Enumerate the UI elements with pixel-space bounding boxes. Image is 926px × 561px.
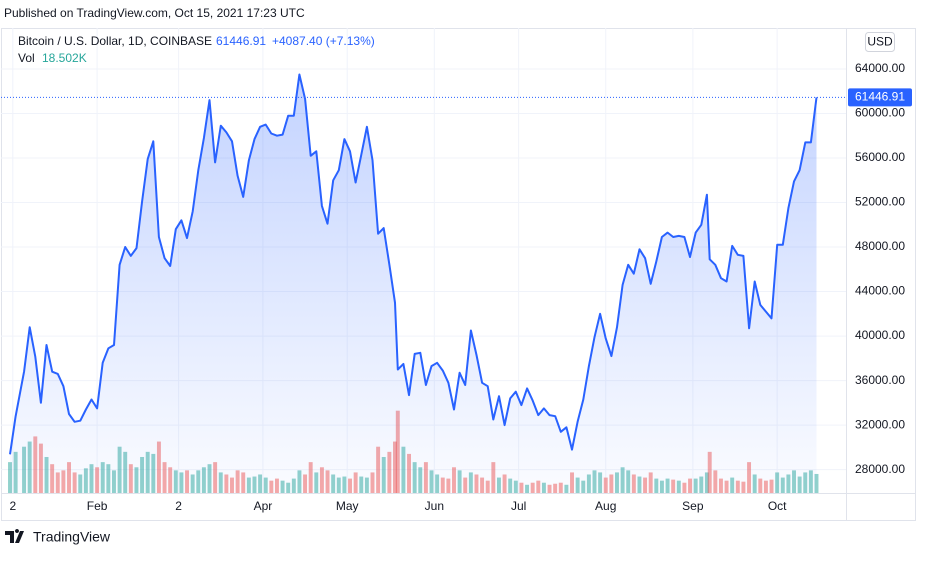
y-tick-label: 44000.00	[855, 284, 905, 298]
last-price-tag	[848, 88, 912, 107]
x-tick-label: Jun	[425, 499, 444, 513]
y-tick-label: 36000.00	[855, 373, 905, 387]
published-note: Published on TradingView.com, Oct 15, 20…	[4, 6, 305, 20]
chart-frame	[1, 28, 916, 521]
y-tick-label: 60000.00	[855, 106, 905, 120]
y-tick-label: 52000.00	[855, 195, 905, 209]
x-tick-label: Oct	[768, 499, 787, 513]
price-area	[10, 74, 817, 493]
x-tick-label: 2	[175, 499, 182, 513]
symbol: Bitcoin / U.S. Dollar, 1D, COINBASE	[18, 34, 212, 48]
currency-label: USD	[867, 35, 893, 49]
y-tick-label: 28000.00	[855, 462, 905, 476]
price-line	[9, 73, 818, 455]
volume-value: 18.502K	[42, 51, 87, 65]
currency-button[interactable]	[865, 32, 895, 52]
x-tick-label: Apr	[254, 499, 273, 513]
y-tick-label: 32000.00	[855, 417, 905, 431]
y-tick-label: 64000.00	[855, 61, 905, 75]
x-tick-label: 2	[9, 499, 16, 513]
price-change: +4087.40 (+7.13%)	[272, 34, 375, 48]
brand-logo	[5, 529, 24, 543]
x-tick-label: May	[336, 499, 359, 513]
last-price: 61446.91	[216, 34, 266, 48]
x-tick-label: Feb	[87, 499, 108, 513]
plot	[1, 28, 846, 493]
volume-title: Vol	[18, 51, 35, 65]
x-tick-label: Sep	[682, 499, 704, 513]
last-price-label: 61446.91	[855, 90, 905, 104]
y-tick-label: 48000.00	[855, 239, 905, 253]
x-tick-label: Aug	[595, 499, 616, 513]
y-tick-label: 56000.00	[855, 150, 905, 164]
y-tick-label: 40000.00	[855, 328, 905, 342]
brand-name: TradingView	[33, 529, 111, 545]
x-tick-label: Jul	[511, 499, 526, 513]
